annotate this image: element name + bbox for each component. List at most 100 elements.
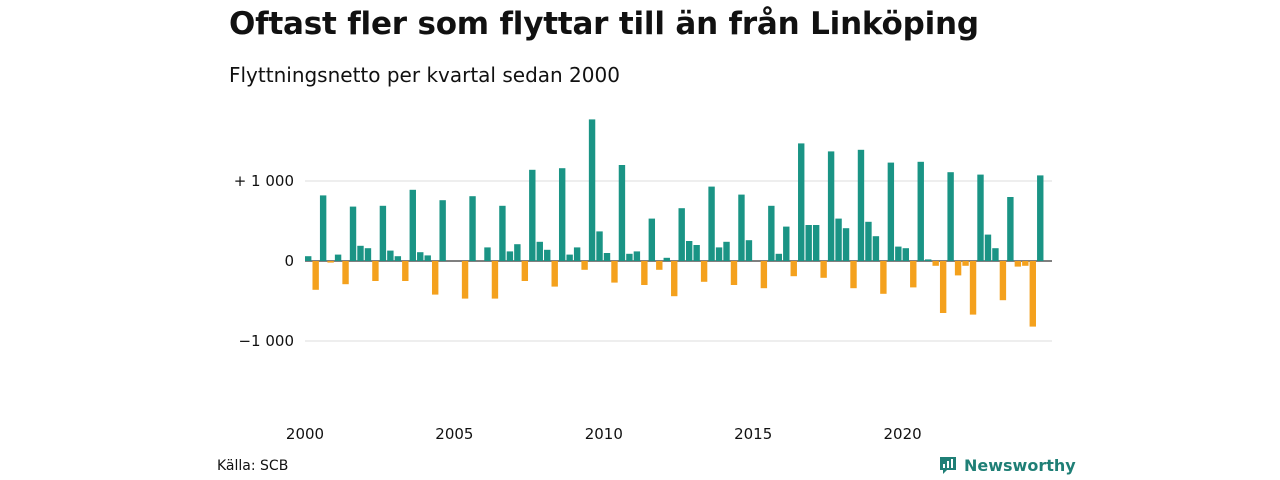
bar <box>536 241 543 261</box>
bar <box>461 261 469 299</box>
bar <box>544 249 551 261</box>
bar <box>685 241 693 261</box>
bar <box>693 245 700 261</box>
bar <box>977 174 984 261</box>
newsworthy-logo-icon <box>940 457 956 474</box>
bar <box>484 247 491 261</box>
bar <box>925 259 932 261</box>
bar <box>932 261 939 266</box>
bar <box>895 246 902 261</box>
bar <box>379 205 387 261</box>
x-tick-label: 2005 <box>435 425 473 443</box>
brand-logo: Newsworthy <box>938 455 1076 475</box>
bar <box>835 218 842 261</box>
bar <box>305 256 312 261</box>
bar <box>850 261 857 289</box>
bar <box>588 119 596 262</box>
bar <box>394 256 402 261</box>
bar <box>596 231 603 261</box>
bar <box>506 251 514 261</box>
y-tick-label: 0 <box>284 252 294 270</box>
bar <box>671 261 678 297</box>
bar <box>327 261 334 263</box>
bar <box>334 254 342 261</box>
bar <box>372 261 379 281</box>
y-tick-label: + 1 000 <box>234 172 294 190</box>
bar <box>775 253 783 261</box>
bar <box>357 245 364 261</box>
bar <box>581 261 588 270</box>
bar <box>962 261 969 266</box>
bar <box>312 261 319 290</box>
bar <box>984 234 992 261</box>
bar <box>551 261 558 287</box>
bar <box>663 257 670 261</box>
bar <box>768 205 775 261</box>
bar <box>491 261 499 299</box>
bar <box>880 261 887 294</box>
bars <box>305 119 1044 327</box>
bar <box>827 151 835 261</box>
y-axis-ticks: + 1 000 0 −1 000 <box>234 172 294 350</box>
bar <box>999 261 1007 301</box>
bar <box>730 261 738 285</box>
bar <box>402 261 409 281</box>
bar <box>865 221 872 261</box>
bar <box>656 261 663 270</box>
chart-title: Oftast fler som flyttar till än från Lin… <box>229 6 979 42</box>
bar <box>424 255 431 261</box>
bar <box>738 194 745 261</box>
bar <box>566 254 573 261</box>
bar <box>387 250 394 261</box>
bar <box>969 261 977 315</box>
bar <box>573 247 581 261</box>
bar <box>558 168 566 261</box>
x-tick-label: 2010 <box>585 425 623 443</box>
bar <box>910 261 917 288</box>
x-tick-label: 2015 <box>734 425 772 443</box>
y-tick-label: −1 000 <box>238 332 294 350</box>
bar <box>857 149 865 261</box>
bar <box>521 261 529 281</box>
bar <box>1022 261 1029 266</box>
bar <box>790 261 797 277</box>
bar <box>917 161 924 261</box>
bar <box>431 261 439 295</box>
bar <box>1007 197 1014 261</box>
bar <box>633 251 641 261</box>
bar <box>947 172 954 261</box>
bar <box>342 261 349 285</box>
bar <box>409 189 416 261</box>
bar <box>872 236 880 261</box>
bar <box>820 261 827 278</box>
x-tick-label: 2020 <box>884 425 922 443</box>
bar <box>1029 261 1036 327</box>
bar <box>618 165 626 261</box>
bar <box>514 244 521 261</box>
bar <box>723 241 730 261</box>
source-note: Källa: SCB <box>217 458 289 474</box>
bar <box>1014 261 1022 267</box>
bar <box>499 205 506 261</box>
bar <box>417 252 424 261</box>
bar <box>364 248 372 261</box>
bar <box>678 208 685 261</box>
bar <box>902 248 909 261</box>
brand-name: Newsworthy <box>964 455 1076 475</box>
bar <box>812 225 820 261</box>
bar <box>715 247 723 261</box>
bar <box>708 186 715 261</box>
bar <box>954 261 962 276</box>
bar <box>641 261 648 285</box>
bar <box>611 261 618 283</box>
bar <box>1037 175 1044 261</box>
bar <box>798 143 805 261</box>
bar <box>529 169 536 261</box>
bar <box>648 218 656 261</box>
bar <box>783 226 790 261</box>
bar <box>745 240 753 261</box>
bar <box>992 248 999 261</box>
bar <box>887 162 895 261</box>
bar <box>626 253 633 261</box>
